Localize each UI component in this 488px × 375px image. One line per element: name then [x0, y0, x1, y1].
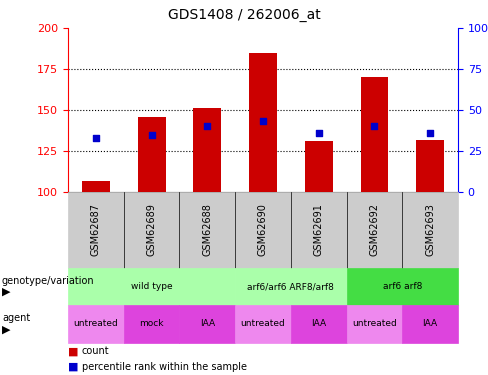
Text: GSM62691: GSM62691 [314, 204, 324, 257]
Text: wild type: wild type [131, 282, 172, 291]
Point [426, 130, 434, 136]
Bar [305, 141, 333, 192]
Text: IAA: IAA [200, 320, 215, 328]
Text: GSM62692: GSM62692 [369, 204, 380, 257]
Text: untreated: untreated [74, 320, 118, 328]
Bar [193, 108, 221, 192]
Text: mock: mock [139, 320, 164, 328]
Bar [138, 117, 165, 192]
Point [92, 135, 100, 141]
Text: untreated: untreated [241, 320, 285, 328]
Text: IAA: IAA [423, 320, 438, 328]
Point [148, 132, 156, 138]
Text: GSM62688: GSM62688 [203, 204, 212, 257]
Text: GSM62687: GSM62687 [91, 204, 101, 257]
Text: GSM62689: GSM62689 [146, 204, 157, 257]
Text: ▶: ▶ [2, 325, 11, 334]
Text: count: count [82, 346, 110, 357]
Bar [361, 77, 388, 192]
Bar [249, 53, 277, 192]
Point [370, 123, 378, 129]
Point [259, 118, 267, 124]
Text: GDS1408 / 262006_at: GDS1408 / 262006_at [167, 8, 321, 22]
Point [315, 130, 323, 136]
Text: arf6 arf8: arf6 arf8 [383, 282, 422, 291]
Text: agent: agent [2, 314, 30, 323]
Bar [82, 180, 110, 192]
Text: arf6/arf6 ARF8/arf8: arf6/arf6 ARF8/arf8 [247, 282, 334, 291]
Text: GSM62693: GSM62693 [425, 204, 435, 257]
Text: IAA: IAA [311, 320, 326, 328]
Text: GSM62690: GSM62690 [258, 204, 268, 257]
Text: ▶: ▶ [2, 287, 11, 297]
Point [203, 123, 211, 129]
Text: percentile rank within the sample: percentile rank within the sample [82, 362, 247, 372]
Text: ■: ■ [68, 362, 79, 372]
Bar [416, 140, 444, 192]
Text: untreated: untreated [352, 320, 397, 328]
Text: ■: ■ [68, 346, 79, 357]
Text: genotype/variation: genotype/variation [2, 276, 95, 286]
